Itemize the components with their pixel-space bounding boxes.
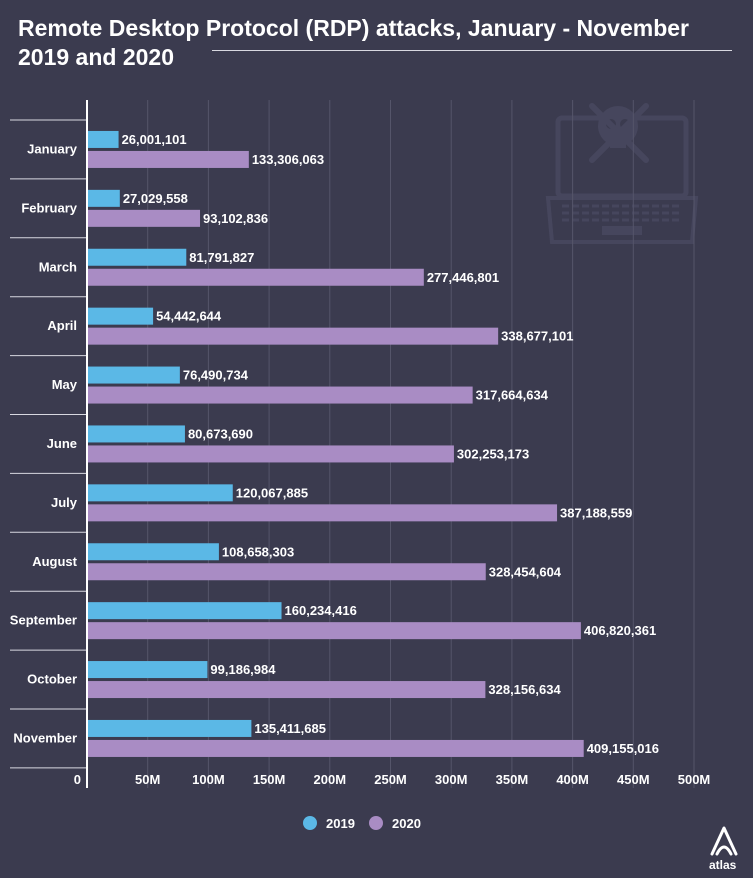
atlas-logo-icon (710, 826, 738, 856)
x-tick-label: 350M (496, 772, 529, 787)
data-label-2019: 76,490,734 (183, 368, 249, 383)
category-label: April (47, 318, 77, 333)
category-label: September (10, 613, 77, 628)
bar-2019 (88, 189, 120, 207)
data-label-2019: 26,001,101 (122, 132, 187, 147)
atlas-logo-text: atlas (709, 858, 737, 872)
x-tick-label: 400M (556, 772, 589, 787)
data-label-2020: 409,155,016 (587, 741, 659, 756)
bar-2020 (88, 386, 473, 404)
data-label-2019: 54,442,644 (156, 309, 222, 324)
category-label: March (39, 259, 77, 274)
x-tick-label: 300M (435, 772, 468, 787)
bar-2020 (88, 504, 558, 522)
bar-2020 (88, 445, 454, 463)
data-label-2020: 93,102,836 (203, 211, 268, 226)
category-label: February (21, 200, 77, 215)
legend-swatch-2020 (369, 816, 383, 830)
legend-label-2019: 2019 (326, 816, 355, 831)
data-labels: 26,001,101 133,306,063 27,029,558 93,102,83… (122, 132, 659, 756)
x-tick-label: 50M (135, 772, 160, 787)
data-label-2020: 133,306,063 (252, 152, 324, 167)
bar-2020 (88, 681, 486, 699)
bar-2019 (88, 366, 180, 384)
category-separators (10, 119, 87, 769)
data-label-2019: 160,234,416 (285, 603, 357, 618)
x-axis-tick-labels: 0 50M 100M 150M 200M 250M 300M 350M 400M 450M 500M (74, 772, 711, 787)
laptop-skull-icon (545, 103, 699, 244)
data-label-2020: 338,677,101 (501, 329, 573, 344)
x-tick-label: 450M (617, 772, 650, 787)
legend-swatch-2019 (303, 816, 317, 830)
legend: 2019 2020 (303, 816, 421, 831)
data-label-2019: 81,791,827 (189, 250, 254, 265)
bar-2020 (88, 622, 581, 640)
bar-2019 (88, 484, 233, 502)
title-underline (212, 50, 732, 51)
data-label-2020: 328,454,604 (489, 564, 562, 579)
bar-2019 (88, 661, 208, 679)
bar-2019 (88, 130, 119, 148)
bar-2020 (88, 268, 424, 286)
x-tick-label: 0 (74, 772, 81, 787)
category-label: January (27, 141, 78, 156)
bar-2020 (88, 209, 201, 227)
bar-2019 (88, 248, 187, 266)
category-label: July (51, 495, 78, 510)
legend-label-2020: 2020 (392, 816, 421, 831)
bar-2019 (88, 602, 282, 620)
x-tick-label: 500M (678, 772, 711, 787)
data-label-2019: 80,673,690 (188, 426, 253, 441)
data-label-2020: 328,156,634 (488, 682, 561, 697)
category-label: November (13, 730, 77, 745)
category-label: August (32, 554, 77, 569)
bar-2019 (88, 307, 154, 325)
data-label-2020: 317,664,634 (476, 388, 549, 403)
category-label: May (52, 377, 78, 392)
bar-2019 (88, 719, 252, 737)
data-label-2019: 99,186,984 (210, 662, 276, 677)
bar-2019 (88, 543, 219, 561)
bar-2019 (88, 425, 185, 443)
data-label-2020: 406,820,361 (584, 623, 656, 638)
category-label: October (27, 672, 77, 687)
bar-2020 (88, 563, 486, 581)
data-label-2019: 120,067,885 (236, 485, 308, 500)
x-tick-label: 150M (253, 772, 286, 787)
bar-2020 (88, 327, 499, 345)
data-label-2019: 108,658,303 (222, 544, 294, 559)
data-label-2019: 27,029,558 (123, 191, 188, 206)
data-label-2020: 302,253,173 (457, 446, 529, 461)
bar-2020 (88, 739, 584, 757)
chart-title: Remote Desktop Protocol (RDP) attacks, J… (18, 15, 690, 70)
bars (88, 130, 584, 757)
x-tick-label: 200M (314, 772, 347, 787)
data-label-2020: 277,446,801 (427, 270, 499, 285)
data-label-2019: 135,411,685 (254, 721, 326, 736)
category-label: June (47, 436, 77, 451)
category-labels: January February March April May June July Augu… (10, 141, 78, 745)
x-tick-label: 250M (374, 772, 407, 787)
data-label-2020: 387,188,559 (560, 505, 632, 520)
x-tick-label: 100M (192, 772, 225, 787)
bar-2020 (88, 150, 249, 168)
